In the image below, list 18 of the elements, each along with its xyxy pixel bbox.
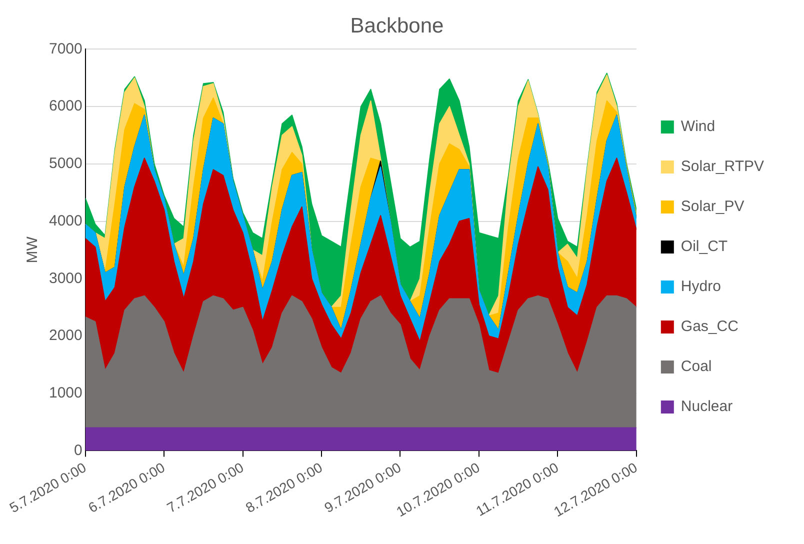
legend-label: Hydro xyxy=(680,278,721,296)
y-axis-title: MW xyxy=(24,236,42,264)
y-tick-label: 2000 xyxy=(48,327,82,344)
chart-title: Backbone xyxy=(350,14,444,38)
y-tick-label: 3000 xyxy=(48,270,82,287)
legend-label: Oil_CT xyxy=(680,238,728,256)
legend-label: Solar_PV xyxy=(680,198,744,216)
legend-label: Solar_RTPV xyxy=(680,158,764,176)
y-tick-label: 4000 xyxy=(48,212,82,230)
y-tick-label: 0 xyxy=(74,442,82,459)
y-tick-label: 5000 xyxy=(48,155,82,172)
legend-label: Wind xyxy=(680,118,716,136)
y-tick-label: 1000 xyxy=(48,384,82,402)
legend-label: Coal xyxy=(680,358,712,376)
y-tick-label: 6000 xyxy=(48,98,82,115)
y-tick-label: 7000 xyxy=(48,40,82,58)
legend-label: Gas_CC xyxy=(680,318,739,336)
legend-label: Nuclear xyxy=(680,398,733,416)
